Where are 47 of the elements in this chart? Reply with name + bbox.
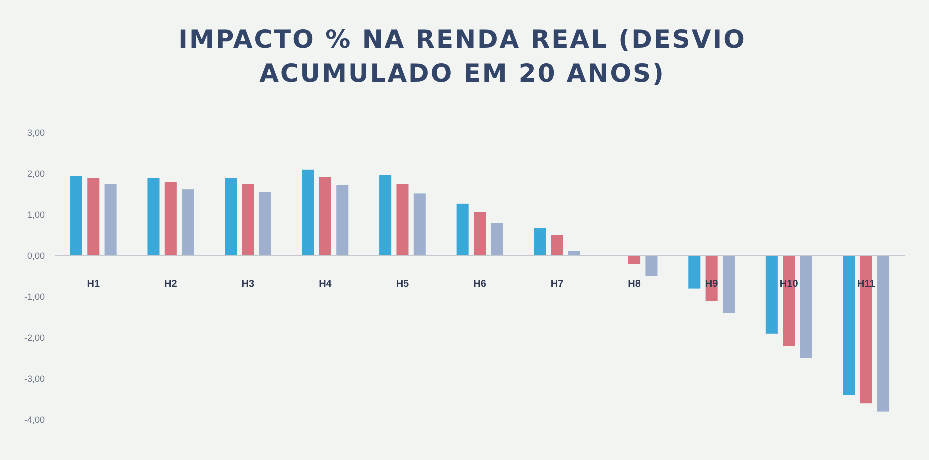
bar: [336, 185, 349, 256]
y-tick-label: -4,00: [24, 414, 45, 425]
y-tick-label: 2,00: [27, 168, 45, 179]
bar: [259, 192, 272, 256]
bar: [242, 184, 254, 256]
y-tick-label: 1,00: [27, 210, 45, 220]
bar: [474, 212, 486, 256]
bar: [380, 175, 392, 256]
bar: [225, 178, 238, 256]
chart-title: IMPACTO % NA RENDA REAL (DESVIO ACUMULADO EM 20 ANOS): [178, 25, 746, 88]
bar: [491, 223, 504, 256]
bar: [104, 184, 117, 256]
y-tick-label: -2,00: [24, 332, 45, 343]
bar: [302, 170, 314, 256]
x-tick-label: H5: [396, 279, 410, 290]
y-tick-label: -1,00: [24, 292, 45, 302]
x-tick-label: H7: [550, 279, 564, 290]
y-tick-label: -3,00: [24, 374, 45, 384]
bar: [414, 194, 426, 256]
bar: [878, 256, 890, 412]
x-tick-label: H3: [242, 279, 256, 290]
x-tick-label: H1: [87, 279, 100, 290]
bar: [551, 236, 564, 256]
bar: [164, 182, 177, 256]
bar: [800, 256, 812, 358]
bar: [722, 256, 735, 314]
y-tick-label: 0,00: [27, 250, 45, 261]
bar: [688, 256, 701, 289]
x-tick-label: H8: [628, 279, 642, 290]
y-tick-label: 3,00: [27, 128, 45, 138]
bar: [456, 204, 469, 256]
bar: [534, 228, 546, 256]
bar: [628, 256, 641, 264]
x-tick-label: H2: [164, 279, 178, 290]
bar: [843, 256, 856, 396]
bar: [646, 256, 658, 276]
bar: [319, 177, 332, 256]
bar: [88, 178, 100, 256]
bar: [182, 190, 194, 256]
x-tick-label: H4: [319, 279, 332, 290]
x-tick-label: H9: [705, 279, 719, 290]
bar: [70, 176, 82, 256]
bar: [568, 251, 580, 256]
bar: [766, 256, 778, 334]
bar: [148, 178, 160, 256]
bar: [396, 184, 409, 256]
x-tick-label: H6: [474, 279, 487, 290]
